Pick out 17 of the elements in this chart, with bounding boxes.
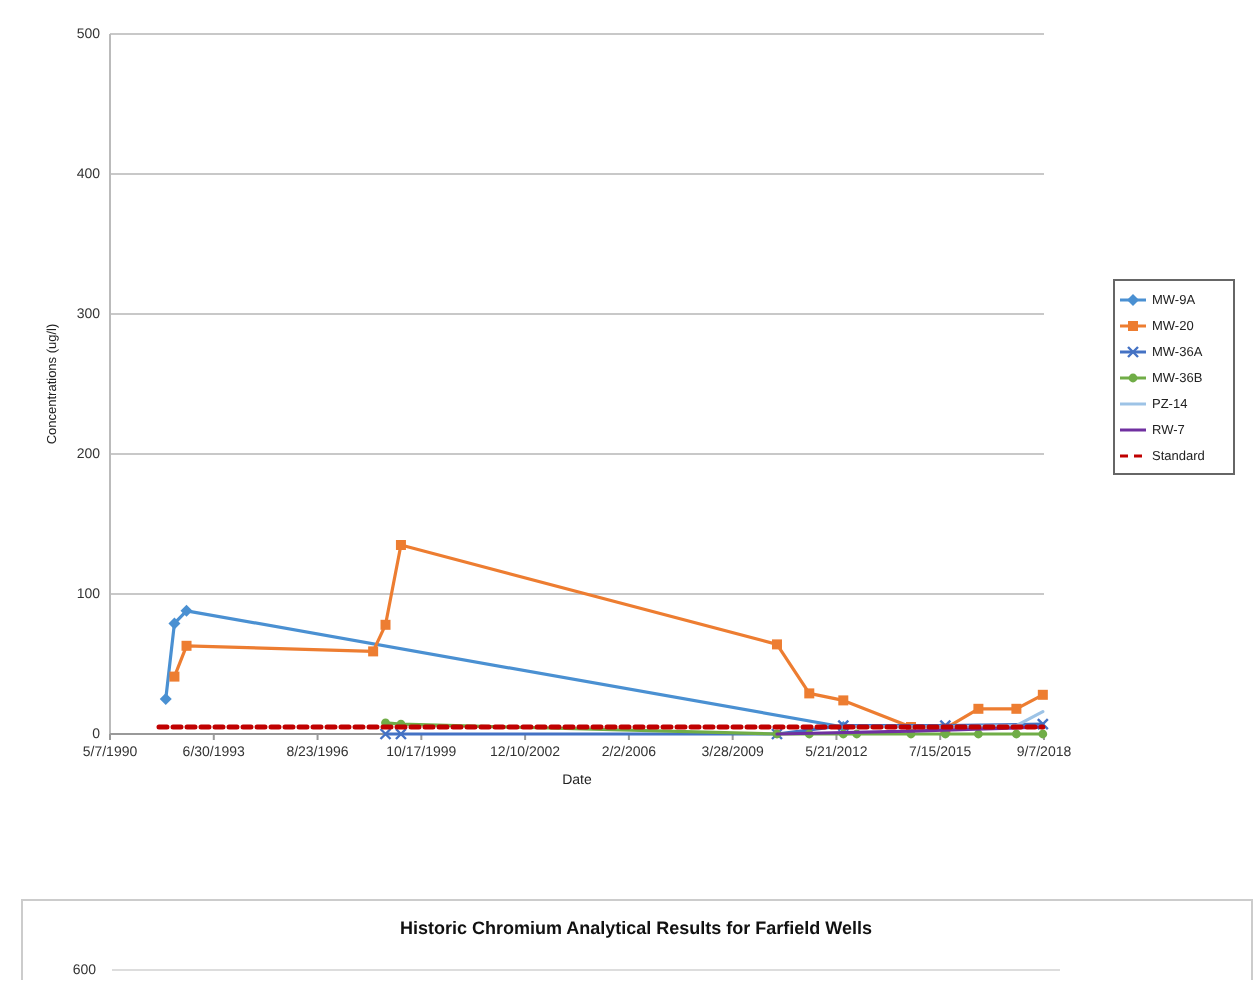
point [380, 619, 391, 630]
point [395, 540, 406, 550]
point [181, 640, 192, 651]
point [771, 639, 782, 650]
point [159, 693, 172, 705]
point [1037, 689, 1048, 700]
point [973, 703, 984, 714]
point [1036, 718, 1050, 731]
point [804, 688, 815, 699]
point [368, 646, 379, 657]
point [1011, 729, 1021, 739]
point [168, 617, 181, 630]
point [169, 671, 180, 682]
point [838, 695, 849, 706]
point [180, 604, 193, 617]
point [1011, 703, 1022, 714]
text: Historic Chromium Analytical Results for Farfield Wells [399, 918, 873, 938]
